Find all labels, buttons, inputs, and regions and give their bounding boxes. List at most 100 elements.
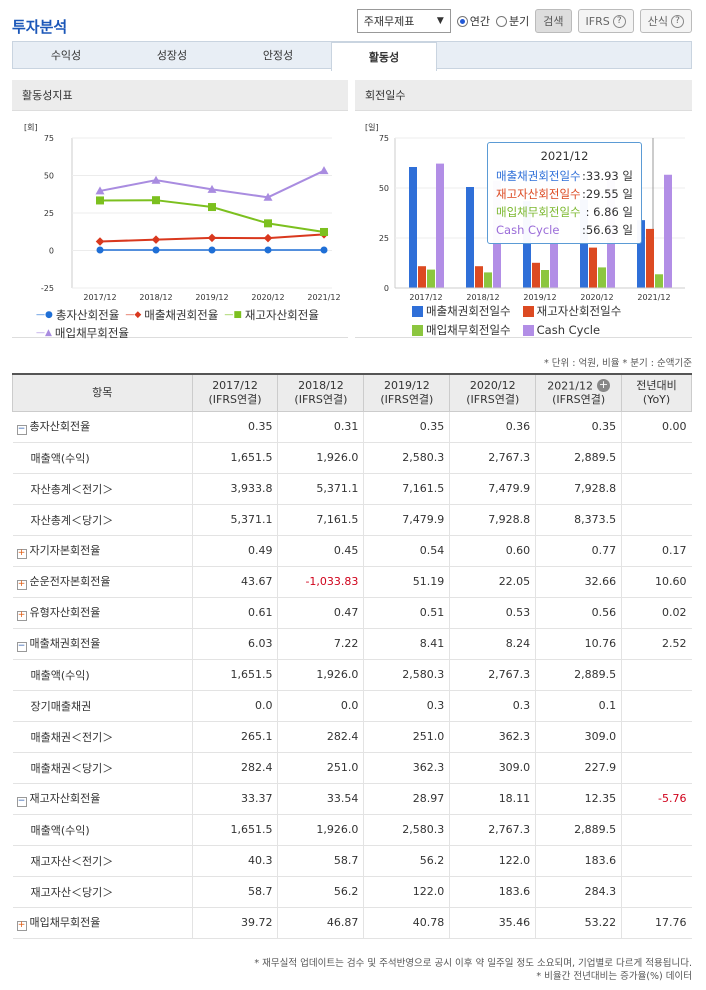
table-cell: 33.54 bbox=[277, 783, 364, 815]
collapse-icon[interactable]: − bbox=[16, 796, 27, 807]
table-cell: 7,161.5 bbox=[277, 504, 364, 536]
ifrs-button[interactable]: IFRS? bbox=[577, 9, 634, 33]
table-cell: 2,889.5 bbox=[535, 814, 622, 846]
table-row: 매출채권＜당기＞ 282.4 251.0 362.3 309.0 227.9 bbox=[12, 752, 692, 784]
y-tick-label: 50 bbox=[379, 184, 389, 193]
tooltip-label: 재고자산회전일수 bbox=[496, 187, 581, 201]
table-cell: 3,933.8 bbox=[191, 473, 278, 505]
search-button[interactable]: 검색 bbox=[535, 9, 572, 33]
collapse-icon[interactable]: − bbox=[16, 641, 27, 652]
legend-item[interactable]: —◆ 매출채권회전율 bbox=[125, 307, 218, 323]
line-chart: [회] 75 50 25 0 -25 2017/12 2018/12 2019/12 2020/1… bbox=[24, 123, 341, 302]
table-cell: 10.76 bbox=[535, 628, 622, 660]
x-tick-label: 2019/12 bbox=[523, 293, 556, 302]
table-cell: 1,926.0 bbox=[277, 814, 364, 846]
row-label[interactable]: + 유형자산회전율 bbox=[12, 597, 193, 629]
tab-growth[interactable]: 성장성 bbox=[156, 49, 188, 62]
table-cell: 46.87 bbox=[277, 907, 364, 939]
data-point bbox=[208, 203, 216, 212]
data-point bbox=[95, 186, 105, 195]
y-tick-label: 0 bbox=[49, 247, 54, 256]
activity-chart-panel: 활동성지표 [회] 75 50 25 0 -25 2017/12 2018/12 2019/12… bbox=[12, 80, 348, 338]
table-cell: 0.3 bbox=[449, 690, 536, 722]
row-label-text: 총자산회전율 bbox=[29, 420, 91, 434]
statement-select[interactable]: 주재무제표 ▼ bbox=[356, 9, 451, 33]
x-tick-label: 2017/12 bbox=[83, 293, 116, 302]
header-line: 전년대비 bbox=[636, 378, 677, 392]
x-tick-label: 2020/12 bbox=[251, 293, 284, 302]
data-point bbox=[319, 166, 329, 175]
bar bbox=[598, 267, 606, 288]
header-line: (IFRS연결) bbox=[380, 392, 434, 406]
x-tick-label: 2020/12 bbox=[580, 293, 613, 302]
bar bbox=[664, 174, 672, 288]
table-cell: 284.3 bbox=[535, 876, 622, 908]
table-cell: 2.52 bbox=[621, 628, 692, 660]
formula-button[interactable]: 산식? bbox=[639, 9, 692, 33]
table-cell: 0.54 bbox=[363, 535, 450, 567]
row-label-text: 장기매출채권 bbox=[30, 699, 92, 713]
bar bbox=[475, 266, 483, 288]
legend-item[interactable]: Cash Cycle bbox=[522, 322, 600, 339]
legend-item[interactable]: 매입채무회전일수 bbox=[412, 322, 511, 339]
data-point bbox=[207, 233, 217, 243]
unit-note: * 단위 : 억원, 비율 * 분기 : 순액기준 bbox=[544, 358, 692, 369]
radio-dot[interactable] bbox=[496, 15, 508, 27]
legend-item[interactable]: 매출채권회전일수 bbox=[412, 303, 511, 320]
legend-label: 매출채권회전율 bbox=[144, 308, 219, 322]
tab-activity[interactable]: 활동성 bbox=[331, 42, 437, 71]
header-line: 2020/12 bbox=[469, 378, 516, 392]
panel-title: 활동성지표 bbox=[12, 80, 348, 111]
table-cell: 43.67 bbox=[191, 566, 278, 598]
y-tick-label: 75 bbox=[44, 134, 54, 143]
expand-icon[interactable]: + bbox=[16, 548, 27, 559]
row-label[interactable]: − 매출채권회전율 bbox=[12, 628, 193, 660]
expand-icon[interactable]: + bbox=[16, 579, 27, 590]
collapse-icon[interactable]: − bbox=[16, 424, 27, 435]
bar bbox=[418, 266, 426, 288]
row-label: 매출액(수익) bbox=[12, 814, 193, 846]
expand-icon[interactable]: + bbox=[16, 610, 27, 621]
row-label[interactable]: + 순운전자본회전율 bbox=[12, 566, 193, 598]
tab-profitability[interactable]: 수익성 bbox=[50, 49, 82, 62]
row-label[interactable]: + 매입채무회전율 bbox=[12, 907, 193, 939]
header-line: 2018/12 bbox=[298, 378, 344, 392]
legend-item[interactable]: —● 총자산회전율 bbox=[36, 307, 119, 323]
radio-quarter[interactable]: 분기 bbox=[496, 13, 529, 29]
header-line: (YoY) bbox=[642, 392, 671, 406]
tab-stability[interactable]: 안정성 bbox=[262, 49, 294, 62]
table-cell: -1,033.83 bbox=[277, 566, 364, 598]
row-label[interactable]: + 자기자본회전율 bbox=[12, 535, 193, 567]
data-point bbox=[96, 246, 104, 254]
table-cell: 1,651.5 bbox=[191, 442, 278, 474]
radio-dot-checked[interactable] bbox=[456, 15, 468, 27]
expand-icon[interactable]: + bbox=[16, 920, 27, 931]
table-cell: 18.11 bbox=[449, 783, 536, 815]
table-cell: 0.49 bbox=[191, 535, 278, 567]
radio-annual[interactable]: 연간 bbox=[456, 13, 490, 29]
row-label[interactable]: − 재고자산회전율 bbox=[12, 783, 193, 815]
row-label-text: 자산총계＜당기＞ bbox=[30, 513, 114, 527]
row-label[interactable]: − 총자산회전율 bbox=[12, 411, 193, 443]
tab-bar: 수익성 성장성 안정성 활동성 bbox=[12, 41, 692, 71]
legend-item[interactable]: —▲ 매입채무회전율 bbox=[36, 325, 129, 341]
tooltip-value: :33.93 일 bbox=[581, 169, 633, 183]
data-point bbox=[152, 196, 160, 205]
table-cell: 183.6 bbox=[449, 876, 536, 908]
table-cell: 122.0 bbox=[363, 876, 450, 908]
help-icon: ? bbox=[671, 14, 684, 28]
table-cell: 7,928.8 bbox=[449, 504, 536, 536]
legend-item[interactable]: —■ 재고자산회전율 bbox=[224, 307, 319, 323]
table-cell: 12.35 bbox=[535, 783, 622, 815]
footnote-yoy: * 비율간 전년대비는 증가율(%) 데이터 bbox=[536, 971, 692, 982]
chevron-down-icon: ▼ bbox=[436, 16, 444, 26]
table-cell: 40.3 bbox=[191, 845, 278, 877]
table-cell: 0.51 bbox=[363, 597, 450, 629]
add-column-icon[interactable]: + bbox=[596, 378, 610, 392]
table-cell: 33.37 bbox=[191, 783, 278, 815]
column-header: 전년대비 (YoY) bbox=[621, 373, 692, 412]
table-cell: 39.72 bbox=[191, 907, 278, 939]
table-cell: 0.45 bbox=[277, 535, 364, 567]
legend-item[interactable]: 재고자산회전일수 bbox=[522, 303, 621, 320]
